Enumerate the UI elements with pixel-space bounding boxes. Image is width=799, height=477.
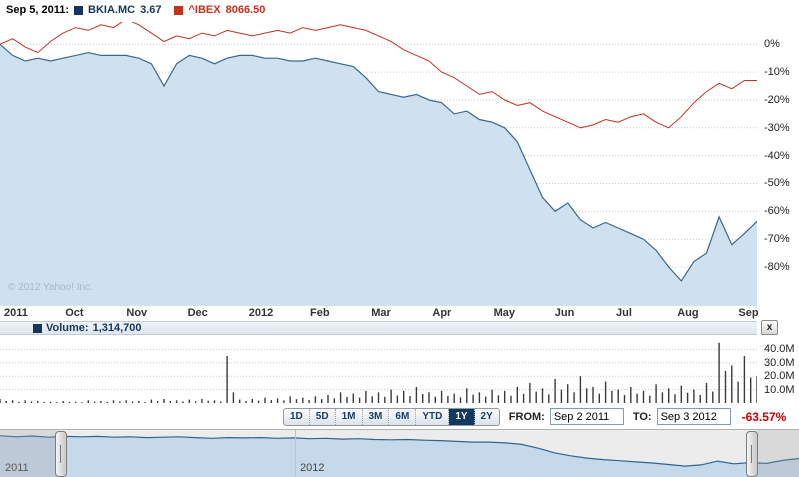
volume-chart <box>0 336 758 403</box>
year-divider <box>295 430 296 477</box>
main-x-tick-Aug: Aug <box>677 307 699 319</box>
timeline-pane[interactable]: 2011 2012 <box>0 429 799 477</box>
main-x-tick-Dec: Dec <box>187 307 208 319</box>
to-label: TO: <box>632 410 652 423</box>
volume-value: 1,314,700 <box>92 322 142 334</box>
main-y-tick--20%: -20% <box>764 93 790 106</box>
main-y-tick--50%: -50% <box>764 177 790 190</box>
from-date-input[interactable] <box>549 408 624 425</box>
timeline-left-handle[interactable] <box>55 431 67 477</box>
volume-y-tick-20.0M: 20.0M <box>764 370 795 383</box>
legend-ibex-value: 8066.50 <box>225 4 266 16</box>
main-y-tick--70%: -70% <box>764 233 790 246</box>
range-button-1y[interactable]: 1Y <box>449 408 475 425</box>
main-x-tick-Jun: Jun <box>554 307 575 319</box>
range-button-5d[interactable]: 5D <box>310 408 336 425</box>
timeline-dim-right <box>756 430 799 477</box>
change-percent: -63.57% <box>741 409 787 424</box>
range-button-1d[interactable]: 1D <box>284 408 310 425</box>
main-x-tick-2012: 2012 <box>248 307 274 319</box>
timeline-dim-left <box>0 430 57 477</box>
main-y-tick-0%: 0% <box>764 38 780 51</box>
main-y-tick--40%: -40% <box>764 149 790 162</box>
legend-date: Sep 5, 2011: <box>6 4 69 16</box>
main-chart[interactable]: © 2012 Yahoo! Inc. <box>0 18 758 307</box>
main-x-tick-Feb: Feb <box>310 307 330 319</box>
volume-y-tick-10.0M: 10.0M <box>764 383 795 396</box>
main-x-axis: 2011 Oct Nov Dec 2012 Feb Mar Apr May Jun Jul Aug Se… <box>0 307 759 320</box>
volume-label: Volume: <box>46 322 89 334</box>
chart-legend: Sep 5, 2011: BKIA.MC 3.67 ^IBEX 8066.50 <box>6 3 265 17</box>
legend-bkia-value: 3.67 <box>140 4 162 16</box>
volume-swatch-icon <box>33 323 42 333</box>
timeline-right-handle[interactable] <box>746 431 758 477</box>
main-chart-svg <box>0 18 758 307</box>
bkia-legend-swatch-icon <box>74 5 83 15</box>
range-button-ytd[interactable]: YTD <box>416 408 450 425</box>
legend-ibex-name: ^IBEX <box>188 4 221 16</box>
main-y-axis: 0% -10% -20% -30% -40% -50% -60% -70% -80% <box>757 22 799 306</box>
main-x-tick-May: May <box>493 307 515 319</box>
main-x-tick-Apr: Apr <box>432 307 452 319</box>
to-date-input[interactable] <box>656 408 731 425</box>
volume-y-axis: 40.0M 30.0M 20.0M 10.0M <box>757 336 799 403</box>
main-y-tick--60%: -60% <box>764 205 790 218</box>
timeline-chart-svg <box>0 435 799 477</box>
main-x-tick-Sep: Sep <box>738 307 759 319</box>
range-button-2y[interactable]: 2Y <box>480 410 493 422</box>
legend-bkia-name: BKIA.MC <box>88 4 136 16</box>
main-y-tick--10%: -10% <box>764 66 790 79</box>
main-x-tick-Nov: Nov <box>126 307 148 319</box>
timeline-year-2011: 2011 <box>5 462 29 474</box>
volume-chart-svg <box>0 342 758 403</box>
main-x-tick-Oct: Oct <box>65 307 84 319</box>
timeline-year-2012: 2012 <box>300 462 325 474</box>
range-button-3m[interactable]: 3M <box>363 408 390 425</box>
main-y-tick--80%: -80% <box>764 261 790 274</box>
range-button-1m[interactable]: 1M <box>336 408 363 425</box>
volume-header: Volume: 1,314,700 <box>0 321 757 335</box>
main-x-tick-Jul: Jul <box>616 307 632 319</box>
from-label: FROM: <box>508 410 545 423</box>
close-button[interactable]: x <box>761 320 778 335</box>
range-button-6m[interactable]: 6M <box>389 408 417 425</box>
volume-y-tick-40.0M: 40.0M <box>764 343 795 356</box>
main-y-tick--30%: -30% <box>764 121 790 134</box>
volume-y-tick-30.0M: 30.0M <box>764 356 795 369</box>
watermark: © 2012 Yahoo! Inc. <box>8 282 93 293</box>
ibex-legend-swatch-icon <box>174 5 184 15</box>
main-x-tick-2011: 2011 <box>4 307 28 319</box>
range-button-group: 1D 5D 1M 3M 6M YTD 1Y 2Y <box>283 407 500 426</box>
main-x-tick-Mar: Mar <box>371 307 391 319</box>
